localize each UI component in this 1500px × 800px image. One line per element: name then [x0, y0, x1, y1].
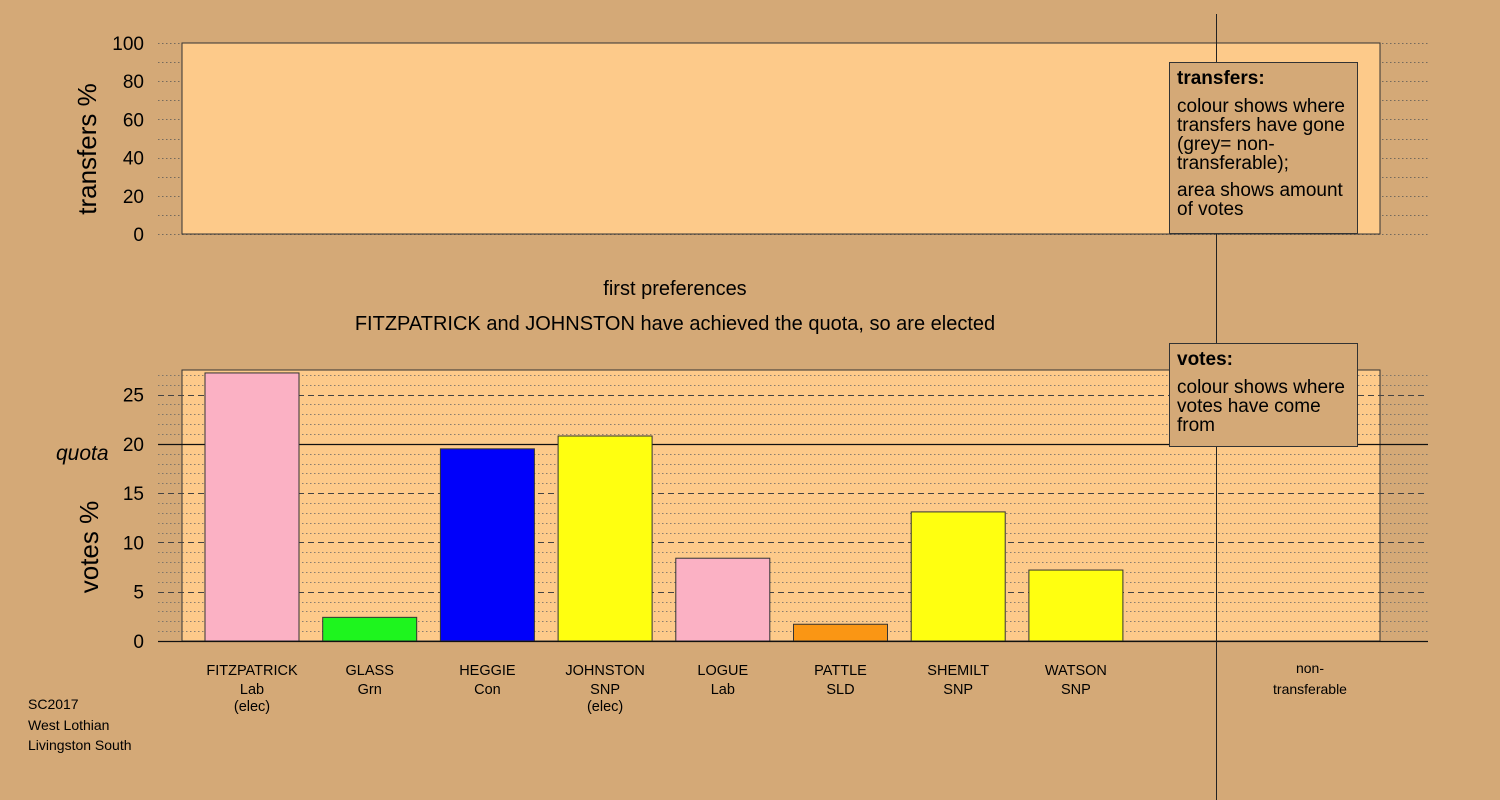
- candidate-party: SLD: [826, 682, 854, 698]
- stage-subtitle: FITZPATRICK and JOHNSTON have achieved t…: [355, 313, 995, 335]
- stage-title: first preferences: [603, 278, 746, 300]
- candidate-name: JOHNSTON: [565, 663, 645, 679]
- votes-y-tick-label: 0: [133, 632, 144, 653]
- votes-y-tick-label: 20: [123, 435, 144, 456]
- candidate-party: Grn: [358, 682, 382, 698]
- candidate-party: Con: [474, 682, 501, 698]
- votes-y-tick-label: 10: [123, 533, 144, 554]
- votes-y-tick-label: 5: [133, 583, 144, 604]
- vote-bar-fitzpatrick: [204, 372, 300, 642]
- vote-bar-heggie: [439, 448, 535, 642]
- candidate-party: SNP: [590, 682, 620, 698]
- candidate-name: HEGGIE: [459, 663, 516, 679]
- vote-bars: [158, 372, 1428, 643]
- votes-legend: votes: colour shows where votes have com…: [1169, 343, 1358, 447]
- votes-y-ticks: 0 5 10 15 20 25: [123, 386, 144, 653]
- votes-legend-colour-text: colour shows where votes have come from: [1177, 377, 1345, 436]
- vote-bar-shemilt: [910, 511, 1006, 642]
- transfers-legend: transfers: colour shows where transfers …: [1169, 62, 1358, 234]
- council-name: West Lothian: [28, 716, 110, 733]
- transfers-y-ticks: 0 20 40 60 80 100: [112, 34, 144, 246]
- candidate-party: Lab: [711, 682, 735, 698]
- candidate-name: FITZPATRICK: [206, 663, 298, 679]
- candidate-party: SNP: [943, 682, 973, 698]
- candidate-name: WATSON: [1045, 663, 1107, 679]
- transfers-y-tick-label: 80: [123, 72, 144, 93]
- transfers-legend-area-text: area shows amount of votes: [1177, 180, 1343, 220]
- candidate-labels: FITZPATRICKLab(elec)GLASSGrnHEGGIEConJOH…: [206, 660, 1347, 715]
- transfers-y-tick-label: 0: [133, 225, 144, 246]
- votes-y-tick-label: 15: [123, 484, 144, 505]
- candidate-name: GLASS: [346, 663, 394, 679]
- ward-name: Livingston South: [28, 737, 132, 753]
- vote-bar-pattle: [793, 623, 888, 642]
- candidate-elected-note: (elec): [234, 699, 270, 715]
- non-transferable-label: non-: [1296, 660, 1324, 676]
- non-transferable-label: transferable: [1273, 681, 1347, 697]
- vote-bar-logue: [675, 557, 771, 642]
- candidate-party: SNP: [1061, 682, 1091, 698]
- votes-y-axis-label: votes %: [74, 501, 104, 594]
- vote-bar-glass: [322, 616, 418, 642]
- votes-y-tick-label: 25: [123, 386, 144, 407]
- transfers-y-tick-label: 40: [123, 149, 144, 170]
- candidate-name: LOGUE: [697, 663, 748, 679]
- transfers-legend-colour-text: colour shows where transfers have gone (…: [1177, 96, 1345, 174]
- quota-label: quota: [56, 442, 109, 465]
- candidate-name: SHEMILT: [927, 663, 989, 679]
- transfers-y-tick-label: 20: [123, 187, 144, 208]
- vote-bar-johnston: [557, 435, 653, 642]
- votes-legend-title: votes:: [1177, 349, 1233, 370]
- candidate-name: PATTLE: [814, 663, 867, 679]
- vote-bar-watson: [1028, 569, 1124, 642]
- transfers-legend-title: transfers:: [1177, 68, 1265, 89]
- transfers-y-tick-label: 60: [123, 110, 144, 131]
- election-info: SC2017 West Lothian Livingston South: [28, 694, 132, 756]
- election-name: SC2017: [28, 696, 79, 712]
- transfers-y-axis-label: transfers %: [72, 83, 102, 215]
- candidate-party: Lab: [240, 682, 264, 698]
- transfers-y-tick-label: 100: [112, 34, 144, 55]
- candidate-elected-note: (elec): [587, 699, 623, 715]
